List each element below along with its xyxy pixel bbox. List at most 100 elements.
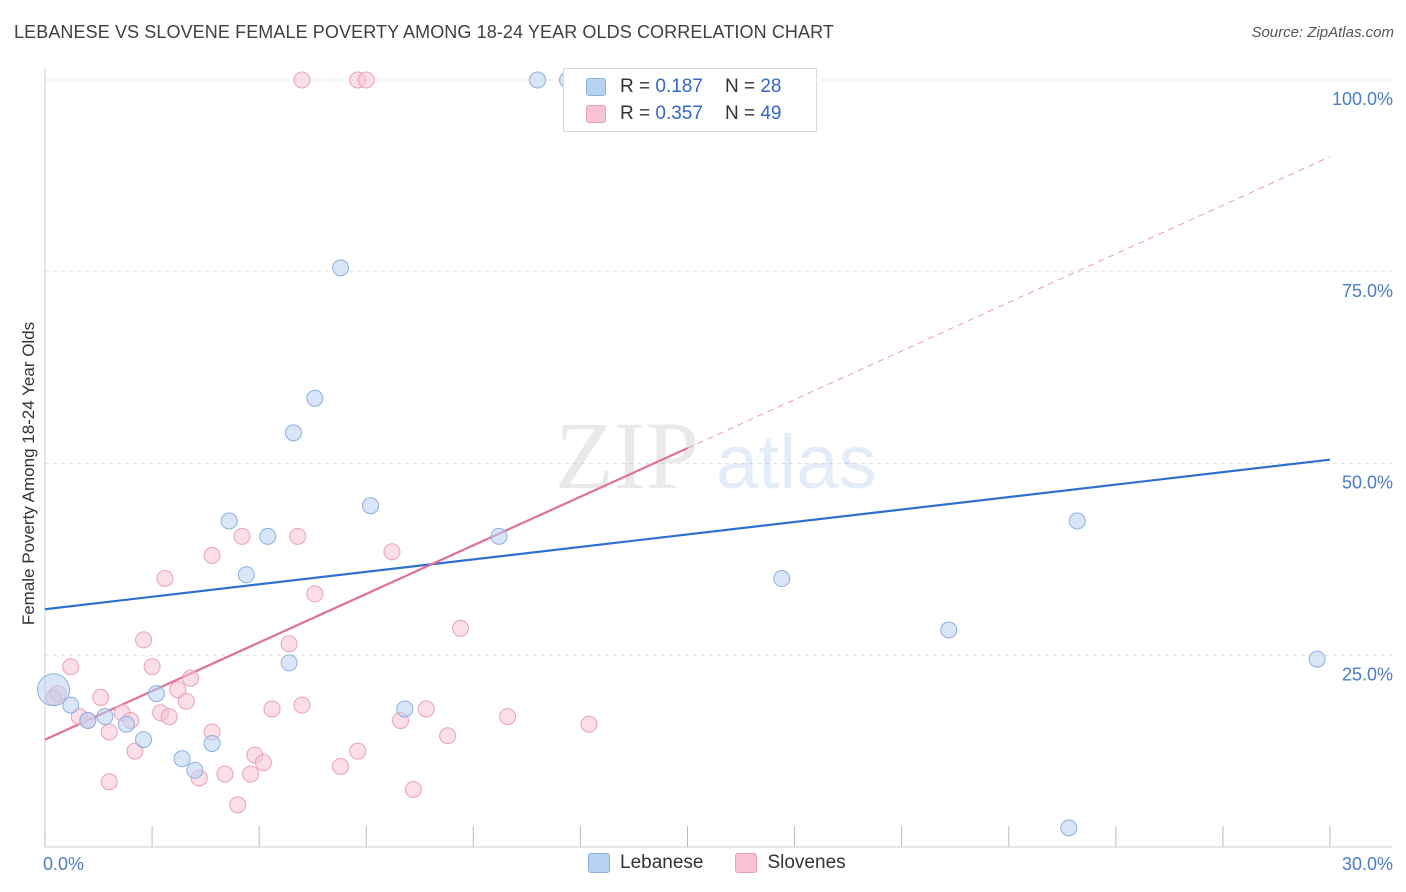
lebanese-swatch bbox=[588, 853, 610, 873]
lebanese-point bbox=[220, 512, 238, 530]
slovenes-point bbox=[100, 773, 118, 791]
lebanese-point bbox=[1068, 512, 1086, 530]
lebanese-point bbox=[362, 497, 380, 515]
lebanese-point bbox=[186, 761, 204, 779]
slovenes-point bbox=[203, 547, 221, 565]
lebanese-point bbox=[332, 259, 350, 277]
legend-item-slovenes: Slovenes bbox=[735, 852, 846, 874]
lebanese-point bbox=[37, 673, 71, 707]
slovenes-point bbox=[306, 585, 324, 603]
legend-label-lebanese: Lebanese bbox=[620, 852, 704, 873]
lebanese-point bbox=[62, 696, 80, 714]
lebanese-trend-line bbox=[44, 458, 1331, 611]
series-legend: Lebanese Slovenes bbox=[588, 852, 878, 874]
axis-labels: 25.0% 50.0% 75.0% 100.0% 0.0% 30.0% Female Pov… bbox=[19, 89, 1393, 874]
slovenes-point bbox=[280, 635, 298, 653]
slovenes-point bbox=[451, 619, 469, 637]
y-tick-label: 25.0% bbox=[1342, 664, 1393, 684]
lebanese-point bbox=[96, 708, 114, 726]
lebanese-point bbox=[284, 424, 302, 442]
watermark-atlas: atlas bbox=[716, 420, 877, 505]
lebanese-point bbox=[940, 621, 958, 639]
slovenes-point bbox=[289, 527, 307, 545]
lebanese-point bbox=[147, 685, 165, 703]
legend-row-slovenes: R = 0.357 N = 49 bbox=[586, 101, 781, 127]
y-tick-label: 75.0% bbox=[1342, 281, 1393, 301]
slovenes-point bbox=[499, 708, 517, 726]
slovenes-point bbox=[160, 708, 178, 726]
lebanese-point bbox=[117, 715, 135, 733]
lebanese-point bbox=[396, 700, 414, 718]
slovenes-point bbox=[254, 754, 272, 772]
axes bbox=[44, 68, 1392, 848]
slovenes-point bbox=[357, 71, 375, 89]
x-tick-label: 30.0% bbox=[1342, 854, 1393, 874]
slovenes-swatch bbox=[586, 105, 606, 123]
source-label: Source: ZipAtlas.com bbox=[1251, 24, 1394, 41]
slovenes-point bbox=[242, 765, 260, 783]
slovenes-point bbox=[100, 723, 118, 741]
correlation-legend: R = 0.187 N = 28 R = 0.357 N = 49 bbox=[563, 68, 817, 132]
slovenes-trend-extension bbox=[687, 156, 1331, 449]
slovenes-point bbox=[182, 669, 200, 687]
slovenes-point bbox=[62, 658, 80, 676]
n-label: N = bbox=[724, 76, 756, 97]
slovenes-point bbox=[229, 796, 247, 814]
legend-label-slovenes: Slovenes bbox=[767, 852, 846, 873]
watermark-zip: ZIP bbox=[555, 402, 699, 509]
slovenes-point bbox=[143, 658, 161, 676]
slovenes-point bbox=[92, 688, 110, 706]
lebanese-point bbox=[237, 566, 255, 584]
slovenes-point bbox=[383, 543, 401, 561]
slovenes-point bbox=[417, 700, 435, 718]
slovenes-point bbox=[233, 527, 251, 545]
lebanese-point bbox=[173, 750, 191, 768]
lebanese-point bbox=[1060, 819, 1078, 837]
slovenes-point bbox=[156, 570, 174, 588]
slovenes-point bbox=[263, 700, 281, 718]
legend-item-lebanese: Lebanese bbox=[588, 852, 703, 874]
slovenes-trend-line bbox=[44, 447, 688, 741]
lebanese-swatch bbox=[586, 78, 606, 96]
lebanese-point bbox=[773, 570, 791, 588]
gridlines bbox=[45, 79, 1392, 656]
n-label: N = bbox=[724, 103, 756, 124]
lebanese-point bbox=[280, 654, 298, 672]
slovenes-point bbox=[126, 742, 144, 760]
slovenes-point bbox=[135, 631, 153, 649]
legend-row-lebanese: R = 0.187 N = 28 bbox=[586, 74, 781, 100]
slovenes-point bbox=[580, 715, 598, 733]
trend-lines bbox=[44, 156, 1331, 741]
y-axis-title: Female Poverty Among 18-24 Year Olds bbox=[19, 322, 38, 625]
slovenes-point bbox=[332, 757, 350, 775]
slovenes-swatch bbox=[735, 853, 758, 873]
r-label: R = bbox=[620, 76, 651, 97]
lebanese-point bbox=[490, 527, 508, 545]
y-tick-label: 50.0% bbox=[1342, 473, 1393, 493]
slovenes-point bbox=[404, 780, 422, 798]
x-tick-label: 0.0% bbox=[43, 854, 84, 874]
slovenes-point bbox=[216, 765, 234, 783]
n-value: 49 bbox=[760, 103, 782, 124]
chart-title: LEBANESE VS SLOVENE FEMALE POVERTY AMONG… bbox=[14, 22, 834, 42]
r-value: 0.357 bbox=[655, 103, 703, 124]
slovenes-point bbox=[169, 681, 187, 699]
n-value: 28 bbox=[760, 76, 782, 97]
lebanese-point bbox=[306, 389, 324, 407]
slovenes-point bbox=[439, 727, 457, 745]
slovenes-point bbox=[349, 742, 367, 760]
slovenes-point bbox=[177, 692, 195, 710]
lebanese-point bbox=[1308, 650, 1326, 668]
lebanese-point bbox=[203, 734, 221, 752]
lebanese-point bbox=[79, 711, 97, 729]
r-label: R = bbox=[620, 103, 651, 124]
lebanese-point bbox=[259, 527, 277, 545]
watermark: ZIP atlas bbox=[555, 402, 877, 509]
y-tick-label: 100.0% bbox=[1332, 89, 1393, 109]
r-value: 0.187 bbox=[655, 76, 703, 97]
slovenes-point bbox=[293, 696, 311, 714]
slovenes-point bbox=[293, 71, 311, 89]
lebanese-point bbox=[529, 71, 547, 89]
lebanese-point bbox=[135, 731, 153, 749]
